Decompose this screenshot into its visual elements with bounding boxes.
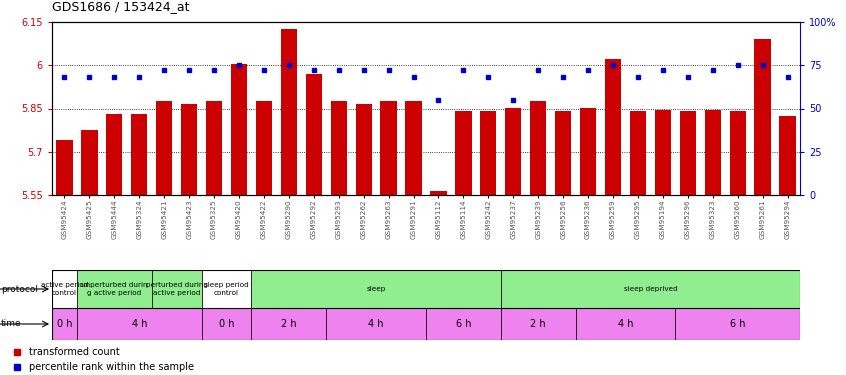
Bar (455, 111, 471, 195)
Text: perturbed during
active period: perturbed during active period (146, 282, 207, 296)
Text: 6 h: 6 h (730, 319, 745, 329)
Bar (181, 104, 197, 195)
Bar (206, 101, 222, 195)
Text: 2 h: 2 h (281, 319, 297, 329)
Text: GDS1686 / 153424_at: GDS1686 / 153424_at (52, 0, 190, 13)
Text: 0 h: 0 h (219, 319, 234, 329)
Bar (305, 74, 322, 195)
Bar (505, 108, 521, 195)
Bar (501, 270, 800, 308)
Text: transformed count: transformed count (29, 347, 120, 357)
Text: sleep period
control: sleep period control (204, 282, 249, 296)
Bar (530, 101, 547, 195)
Bar (481, 111, 497, 195)
Bar (57, 140, 73, 195)
Bar (201, 270, 251, 308)
Text: 4 h: 4 h (368, 319, 384, 329)
Bar (131, 114, 147, 195)
Bar (231, 64, 247, 195)
Text: sleep: sleep (366, 286, 386, 292)
Bar (629, 111, 646, 195)
Bar (675, 308, 800, 340)
Bar (77, 270, 151, 308)
Bar (251, 270, 501, 308)
Bar (331, 101, 347, 195)
Bar (201, 308, 251, 340)
Bar (81, 130, 97, 195)
Bar (107, 114, 123, 195)
Bar (405, 101, 421, 195)
Bar (431, 190, 447, 195)
Text: protocol: protocol (1, 285, 38, 294)
Bar (501, 308, 575, 340)
Bar (251, 308, 327, 340)
Text: 2 h: 2 h (530, 319, 546, 329)
Text: 0 h: 0 h (57, 319, 72, 329)
Bar (157, 101, 173, 195)
Text: active period
control: active period control (41, 282, 88, 296)
Bar (605, 60, 621, 195)
Bar (77, 308, 201, 340)
Text: 4 h: 4 h (618, 319, 633, 329)
Bar (426, 308, 501, 340)
Bar (52, 270, 77, 308)
Bar (255, 101, 272, 195)
Text: percentile rank within the sample: percentile rank within the sample (29, 362, 195, 372)
Bar (151, 270, 201, 308)
Bar (281, 29, 297, 195)
Bar (679, 111, 696, 195)
Bar (705, 110, 721, 195)
Text: sleep deprived: sleep deprived (624, 286, 678, 292)
Text: 4 h: 4 h (131, 319, 147, 329)
Bar (575, 308, 675, 340)
Bar (779, 116, 795, 195)
Bar (555, 111, 571, 195)
Bar (580, 108, 596, 195)
Bar (327, 308, 426, 340)
Bar (655, 110, 671, 195)
Text: unperturbed durin
g active period: unperturbed durin g active period (81, 282, 147, 296)
Text: 6 h: 6 h (456, 319, 471, 329)
Bar (355, 104, 371, 195)
Bar (381, 101, 397, 195)
Text: time: time (1, 320, 21, 328)
Bar (755, 39, 771, 195)
Bar (52, 308, 77, 340)
Bar (729, 111, 746, 195)
